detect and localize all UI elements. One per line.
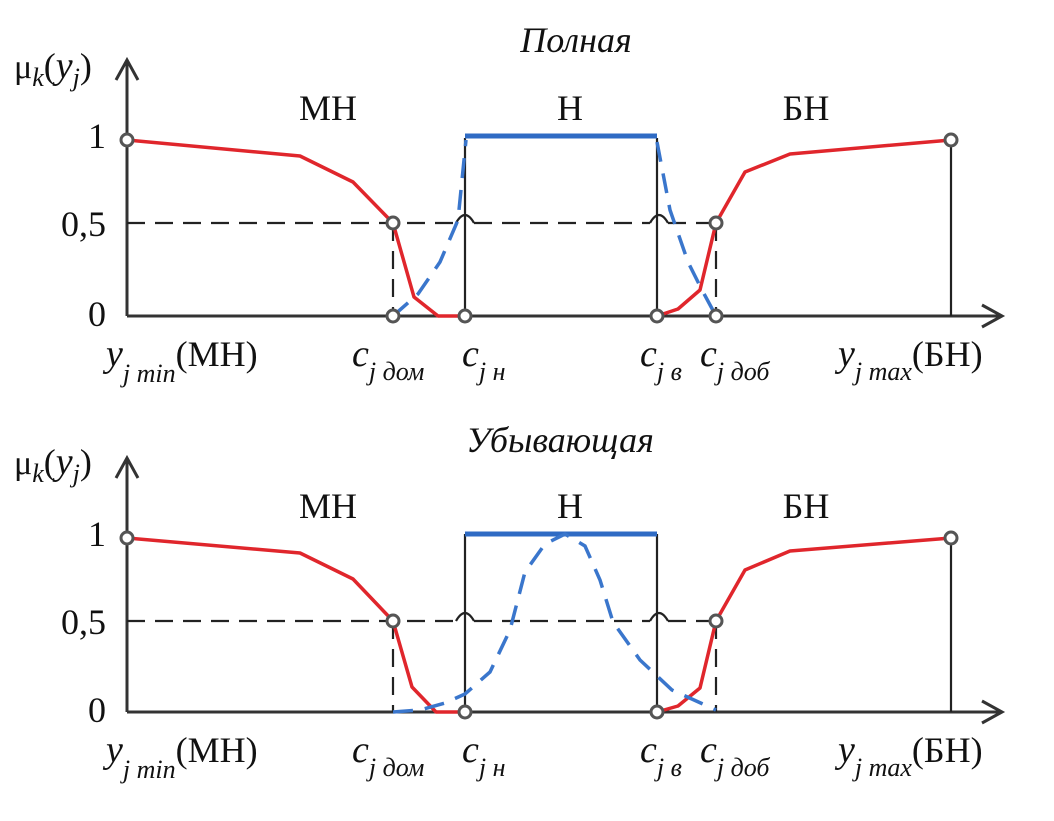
x-label-cv: cj в xyxy=(640,729,682,782)
x-label-cdob: cj доб xyxy=(700,333,770,386)
half-level-drops xyxy=(391,621,718,712)
node xyxy=(649,308,665,324)
set-boundaries xyxy=(463,138,953,316)
node xyxy=(708,215,724,231)
y-axis-arrow xyxy=(114,454,140,479)
x-label-ymax: yj max(БН) xyxy=(834,729,983,782)
set-label-bn: БН xyxy=(783,88,830,128)
x-axis-arrow xyxy=(981,303,1006,329)
set-label-mn: МН xyxy=(299,486,357,526)
y-axis-label: μk(yj) xyxy=(14,441,92,488)
x-label-ymin: yj min(МН) xyxy=(102,729,258,784)
set-boundaries xyxy=(463,534,953,712)
x-label-cdom: cj дом xyxy=(352,729,424,782)
set-label-bn: БН xyxy=(783,486,830,526)
curve-bn xyxy=(656,536,952,714)
curve-bn xyxy=(656,138,952,318)
node xyxy=(385,613,401,629)
x-label-cn: cj н xyxy=(462,333,506,386)
x-label-cn: cj н xyxy=(462,729,506,782)
curve-mn xyxy=(126,536,465,714)
tick-0: 0 xyxy=(88,690,106,730)
panel-title: Убывающая xyxy=(466,420,654,460)
tick-half: 0,5 xyxy=(61,602,106,642)
node xyxy=(457,308,473,324)
tick-1: 1 xyxy=(88,116,106,156)
panel-title: Полная xyxy=(519,20,631,60)
node xyxy=(457,704,473,720)
x-label-ymin: yj min(МН) xyxy=(102,333,258,388)
x-label-ymax: yj max(БН) xyxy=(834,333,983,386)
tick-0: 0 xyxy=(88,294,106,334)
curve-mn xyxy=(126,138,465,318)
tick-1: 1 xyxy=(88,514,106,554)
node xyxy=(708,308,724,324)
curve-n-bell xyxy=(392,532,717,714)
node xyxy=(943,530,959,546)
node xyxy=(119,530,135,546)
x-label-cv: cj в xyxy=(640,333,682,386)
x-label-cdom: cj дом xyxy=(352,333,424,386)
curve-n-rise xyxy=(391,139,468,318)
set-label-n: Н xyxy=(557,88,583,128)
x-label-cdob: cj доб xyxy=(700,729,770,782)
half-level-hops xyxy=(455,213,669,224)
curve-n-fall xyxy=(655,141,718,317)
panel-decreasing: Убывающая μk(yj) 1 0,5 0 МН Н БН yj min(… xyxy=(14,420,1006,784)
tick-half: 0,5 xyxy=(61,204,106,244)
node xyxy=(385,308,401,324)
panel-full: Полная μk(yj) 1 0,5 0 xyxy=(14,20,1006,388)
y-axis-arrow xyxy=(114,56,140,81)
half-level-hops xyxy=(455,611,669,622)
x-axis-arrow xyxy=(981,699,1006,725)
node xyxy=(708,613,724,629)
half-level-drops xyxy=(391,223,718,316)
node xyxy=(649,704,665,720)
set-label-n: Н xyxy=(557,486,583,526)
node xyxy=(943,132,959,148)
set-label-mn: МН xyxy=(299,88,357,128)
node xyxy=(119,132,135,148)
y-axis-label: μk(yj) xyxy=(14,45,92,92)
node xyxy=(385,215,401,231)
